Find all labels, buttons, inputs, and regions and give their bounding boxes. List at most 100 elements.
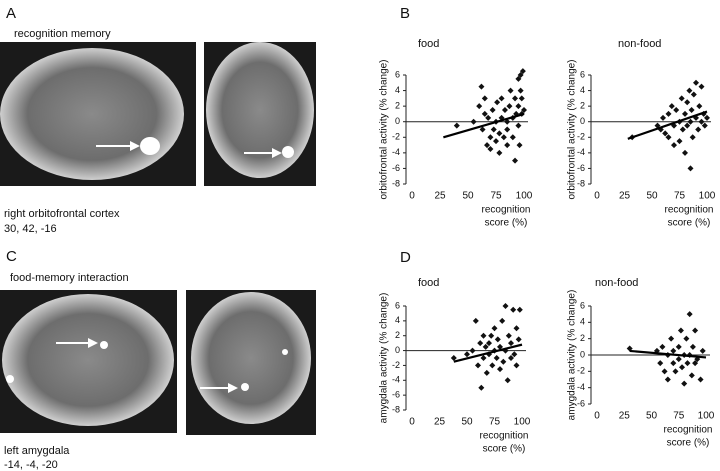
coordinates: 30, 42, -16 [4,223,57,235]
chart-title: non-food [595,277,638,289]
y-tick-label: 4 [580,317,585,327]
brain-coronal [204,42,316,186]
panel-label: A [6,5,16,22]
y-tick-label: -4 [577,147,585,157]
data-point [673,107,680,114]
data-point [453,122,460,129]
data-point [699,347,706,354]
data-point [701,122,708,129]
panel-title: recognition memory [14,28,111,40]
x-tick-label: 100 [514,417,531,428]
y-tick-label: 4 [580,85,585,95]
x-tick-label: 0 [409,191,415,202]
chart-title: food [418,38,439,50]
y-tick-label: -6 [392,390,400,400]
data-point [688,372,695,379]
data-point [498,95,505,102]
data-point [662,130,669,137]
y-axis-label: orbitofrontal activity (% change) [379,59,390,199]
data-point [464,351,470,358]
y-axis-label: orbitofrontal activity (% change) [567,59,578,199]
y-axis-label: amygdala activity (% change) [379,293,390,424]
data-point [489,362,496,369]
data-point [521,107,527,114]
x-tick-label: 50 [461,417,473,428]
y-tick-label: 0 [580,349,585,359]
data-point [668,103,675,110]
data-point [487,134,494,141]
panel-title: food-memory interaction [10,272,129,284]
data-point [501,107,508,114]
data-point [504,377,511,384]
y-tick-label: -2 [392,360,400,370]
data-point [481,95,488,102]
data-point [511,351,518,358]
data-point [507,87,514,94]
x-axis-label: recognition [664,425,713,436]
y-tick-label: 2 [395,330,400,340]
panel-label: B [400,5,410,22]
data-point [483,369,490,376]
trend-line [443,112,525,139]
y-tick-label: 4 [395,315,400,325]
x-axis-label: recognition [480,431,529,442]
y-tick-label: -6 [577,398,585,408]
y-tick-label: 6 [395,69,400,79]
data-point [670,360,677,367]
x-axis-label: score (%) [667,438,710,449]
data-point [450,355,457,361]
data-point [490,126,497,133]
y-tick-label: 2 [395,101,400,111]
data-point [497,366,503,373]
y-tick-label: -8 [392,404,400,414]
data-point [493,355,500,361]
data-point [686,87,693,94]
data-point [688,107,695,114]
data-point [488,332,495,339]
data-point [504,126,511,133]
y-tick-label: 6 [580,69,585,79]
data-point [516,306,523,313]
data-point [516,142,523,149]
data-point [664,376,671,383]
data-point [469,347,476,354]
data-point [665,134,672,141]
data-point [515,103,522,110]
x-axis-label: score (%) [483,444,526,455]
data-point [470,118,477,125]
x-tick-label: 100 [699,191,716,202]
x-tick-label: 25 [619,411,631,422]
y-tick-label: 4 [395,85,400,95]
data-point [491,325,498,332]
data-point [480,355,487,361]
data-point [508,340,514,347]
data-point [675,356,682,363]
x-tick-label: 100 [516,191,533,202]
data-point [480,332,487,339]
y-tick-label: -4 [392,375,400,385]
data-point [482,343,489,350]
data-point [481,110,488,117]
data-point [479,126,486,133]
data-point [698,83,705,90]
x-tick-label: 0 [594,191,600,202]
data-point [697,376,704,383]
x-axis-label: score (%) [668,218,711,229]
data-point [696,103,703,110]
data-point [484,142,491,149]
y-tick-label: 6 [395,300,400,310]
data-point [689,134,696,141]
data-point [515,336,522,343]
x-tick-label: 25 [434,191,446,202]
data-point [493,138,499,145]
data-point [505,332,512,339]
data-point [510,306,517,313]
coordinates: -14, -4, -20 [4,459,58,471]
y-tick-label: 0 [395,116,400,126]
data-point [682,110,688,117]
data-point [517,72,524,78]
data-point [477,340,484,347]
data-point [494,336,501,343]
data-point [689,343,696,350]
y-tick-label: -6 [392,163,400,173]
